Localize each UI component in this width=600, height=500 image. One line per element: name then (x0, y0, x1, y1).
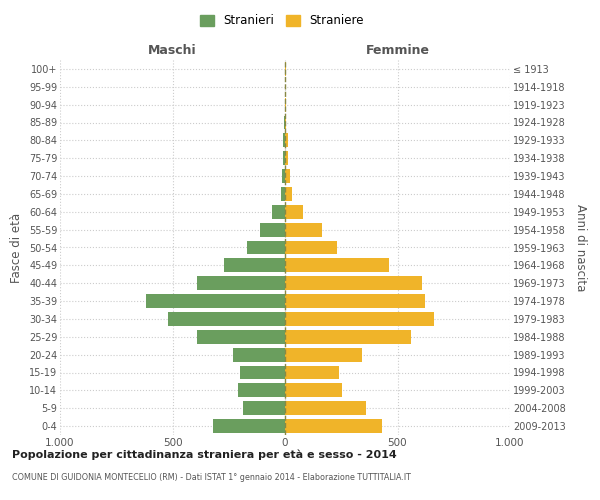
Text: Femmine: Femmine (365, 44, 430, 58)
Bar (285, 151, 289, 165)
Legend: Stranieri, Straniere: Stranieri, Straniere (196, 11, 368, 31)
Bar (244, 401, 285, 415)
Bar (285, 205, 303, 219)
Bar (271, 205, 285, 219)
Bar (213, 419, 285, 433)
Bar (285, 348, 361, 362)
Bar (285, 62, 286, 76)
Y-axis label: Anni di nascita: Anni di nascita (574, 204, 587, 291)
Bar (285, 116, 286, 130)
Text: Maschi: Maschi (148, 44, 197, 58)
Bar (285, 169, 290, 183)
Bar (285, 222, 322, 236)
Bar (283, 151, 285, 165)
Bar (283, 134, 285, 147)
Y-axis label: Fasce di età: Fasce di età (10, 212, 23, 282)
Bar (285, 401, 366, 415)
Bar (281, 169, 285, 183)
Bar (168, 312, 285, 326)
Bar (197, 330, 285, 344)
Bar (197, 276, 285, 290)
Text: Popolazione per cittadinanza straniera per età e sesso - 2014: Popolazione per cittadinanza straniera p… (12, 450, 397, 460)
Bar (233, 348, 285, 362)
Bar (285, 419, 382, 433)
Bar (285, 276, 422, 290)
Text: COMUNE DI GUIDONIA MONTECELIO (RM) - Dati ISTAT 1° gennaio 2014 - Elaborazione T: COMUNE DI GUIDONIA MONTECELIO (RM) - Dat… (12, 472, 411, 482)
Bar (285, 330, 411, 344)
Bar (285, 258, 389, 272)
Bar (224, 258, 285, 272)
Bar (238, 384, 285, 398)
Bar (240, 366, 285, 380)
Bar (260, 222, 285, 236)
Bar (285, 384, 343, 398)
Bar (285, 366, 339, 380)
Bar (146, 294, 285, 308)
Bar (285, 294, 425, 308)
Bar (281, 187, 285, 201)
Bar (285, 98, 286, 112)
Bar (285, 240, 337, 254)
Bar (284, 116, 285, 130)
Bar (285, 312, 433, 326)
Bar (285, 187, 292, 201)
Bar (285, 134, 288, 147)
Bar (247, 240, 285, 254)
